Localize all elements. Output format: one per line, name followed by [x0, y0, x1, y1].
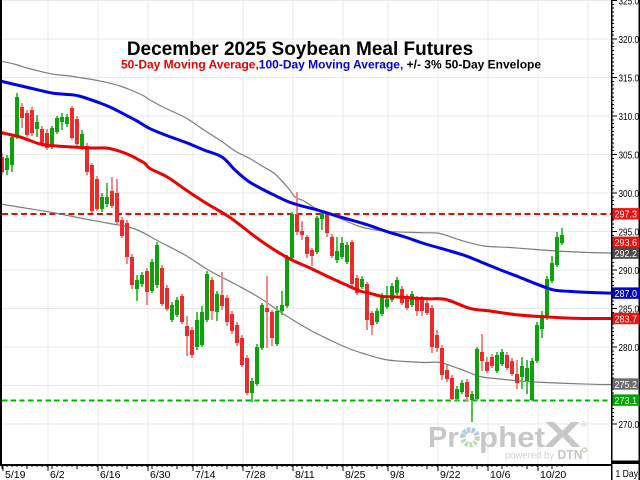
- svg-text:273.1: 273.1: [615, 395, 638, 407]
- svg-text:292.2: 292.2: [615, 248, 638, 260]
- svg-text:315.0: 315.0: [619, 72, 640, 84]
- svg-text:Pr: Pr: [428, 422, 459, 454]
- svg-text:phet: phet: [479, 422, 545, 454]
- svg-text:7/28: 7/28: [245, 469, 266, 480]
- svg-text:5/19: 5/19: [5, 469, 26, 480]
- svg-text:310.0: 310.0: [619, 111, 640, 123]
- svg-text:7/14: 7/14: [195, 469, 216, 480]
- svg-text:9/8: 9/8: [390, 469, 405, 480]
- svg-text:285.0: 285.0: [619, 303, 640, 315]
- svg-text:275.2: 275.2: [615, 379, 638, 391]
- svg-text:9/22: 9/22: [440, 469, 461, 480]
- svg-text:8/25: 8/25: [345, 469, 366, 480]
- svg-text:305.0: 305.0: [619, 149, 640, 161]
- svg-text:December 2025 Soybean Meal Fut: December 2025 Soybean Meal Futures: [127, 39, 473, 60]
- svg-text:10/20: 10/20: [540, 469, 566, 480]
- svg-text:293.6: 293.6: [615, 237, 638, 249]
- svg-text:10/6: 10/6: [490, 469, 511, 480]
- svg-text:powered by: powered by: [505, 450, 555, 462]
- svg-text:50-Day Moving Average,100-Day: 50-Day Moving Average,100-Day Moving Ave…: [121, 58, 541, 72]
- svg-text:325.0: 325.0: [619, 0, 640, 7]
- svg-text:287.0: 287.0: [615, 288, 638, 300]
- svg-text:295.0: 295.0: [619, 226, 640, 238]
- svg-text:DTN: DTN: [558, 448, 583, 462]
- svg-text:300.0: 300.0: [619, 188, 640, 200]
- svg-text:8/11: 8/11: [295, 469, 315, 480]
- svg-text:283.7: 283.7: [615, 313, 638, 325]
- svg-text:280.0: 280.0: [619, 342, 640, 354]
- svg-text:6/2: 6/2: [50, 469, 65, 480]
- svg-text:270.0: 270.0: [619, 419, 640, 431]
- svg-text:6/30: 6/30: [150, 469, 171, 480]
- svg-text:320.0: 320.0: [619, 34, 640, 46]
- svg-text:1 Day: 1 Day: [616, 469, 639, 480]
- svg-text:X: X: [544, 414, 581, 455]
- svg-text:290.0: 290.0: [619, 265, 640, 277]
- svg-text:297.3: 297.3: [615, 209, 638, 221]
- svg-text:6/16: 6/16: [100, 469, 121, 480]
- svg-text:®: ®: [581, 420, 587, 429]
